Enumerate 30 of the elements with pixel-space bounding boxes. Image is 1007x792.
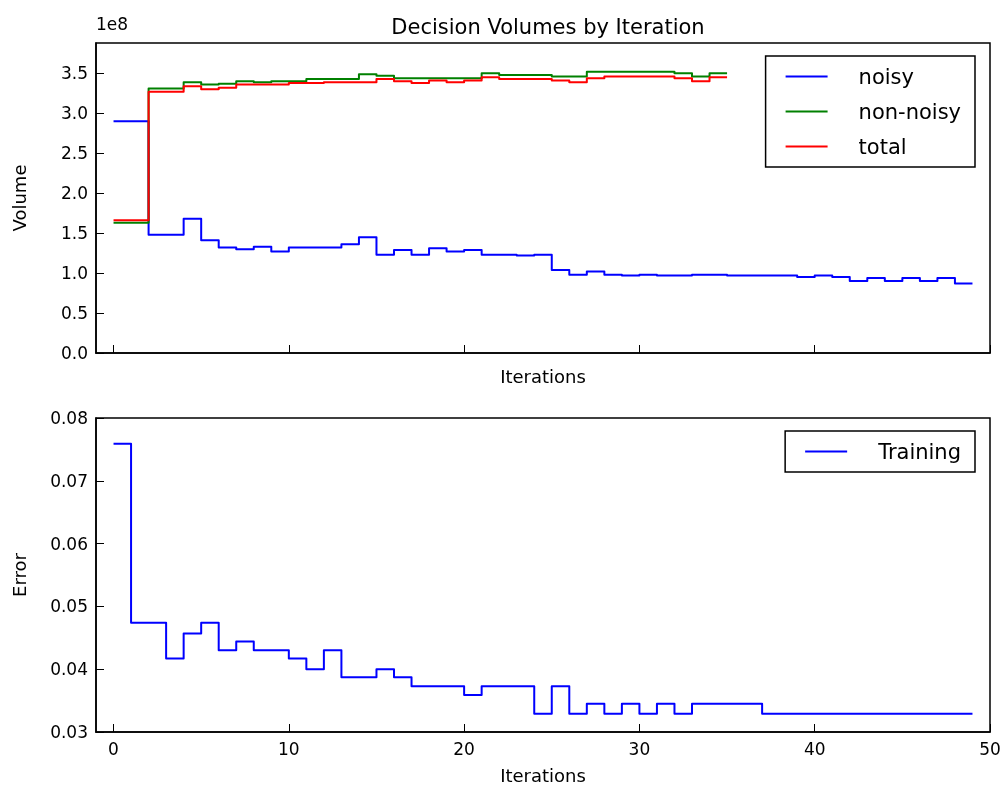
- y-tick-label: 0.05: [50, 596, 88, 617]
- text: 1e8: [96, 13, 129, 34]
- x-tick-label: 50: [979, 738, 1001, 759]
- legend-label: non-noisy: [858, 99, 961, 124]
- x-tick-label: 30: [628, 738, 651, 759]
- x-tick-label: 20: [453, 738, 475, 759]
- y-tick-label: 1.0: [60, 263, 88, 284]
- y-tick-label: 0.03: [50, 722, 88, 742]
- y-tick-label: 2.0: [60, 183, 88, 204]
- y-axis-title: Error: [8, 552, 30, 597]
- legend-label: noisy: [858, 64, 914, 89]
- y-tick-label: 1.5: [60, 223, 88, 244]
- chart-title: Decision Volumes by Iteration: [391, 14, 705, 39]
- y-tick-label: 0.04: [50, 659, 88, 680]
- legend-label: total: [858, 134, 907, 159]
- y-tick-label: 3.0: [60, 103, 88, 124]
- legend-label: Training: [877, 439, 962, 464]
- y-tick-label: 0.07: [50, 470, 88, 491]
- x-tick-label: 0: [108, 738, 119, 759]
- y-tick-label: 2.5: [60, 143, 88, 164]
- x-tick-label: 10: [278, 738, 300, 759]
- y-axis-title: Volume: [8, 164, 30, 232]
- y-tick-label: 3.5: [60, 63, 88, 84]
- x-tick-label: 40: [803, 738, 826, 759]
- y-tick-label: 0.5: [60, 303, 88, 324]
- y-tick-label: 0.0: [60, 343, 88, 363]
- x-axis-title: Iterations: [500, 365, 586, 387]
- y-tick-label: 0.08: [50, 408, 88, 428]
- y-tick-label: 0.06: [50, 533, 88, 554]
- x-axis-title: Iterations: [500, 764, 586, 786]
